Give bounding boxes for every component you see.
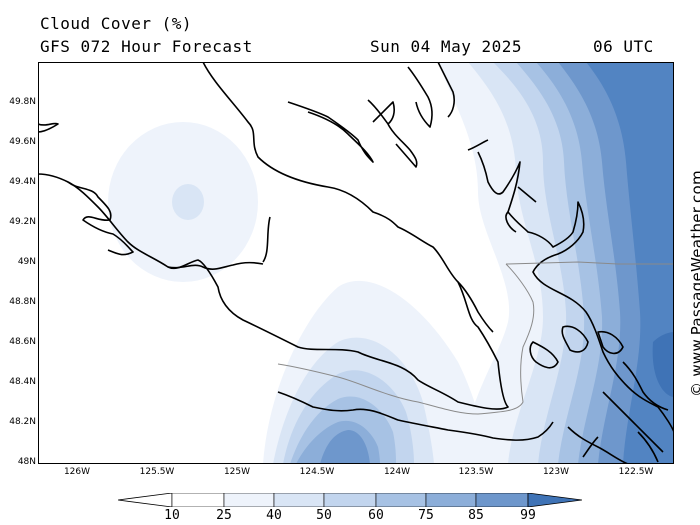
lon-label: 126W — [63, 467, 91, 477]
lon-label: 123W — [542, 467, 570, 477]
lat-label: 48N — [17, 457, 36, 467]
lat-label: 49.4N — [9, 177, 36, 187]
colorbar-arrow-left — [118, 493, 173, 507]
watermark: © www.PassageWeather.com — [688, 170, 700, 397]
colorbar-swatch — [425, 493, 477, 507]
lon-label: 124.5W — [299, 467, 335, 477]
border-line — [277, 261, 674, 415]
lat-label: 49.6N — [9, 137, 36, 147]
cloud-cover-map — [38, 62, 674, 464]
forecast-model-label: GFS 072 Hour Forecast — [40, 37, 253, 56]
lat-label: 48.8N — [9, 297, 36, 307]
colorbar-label: 40 — [266, 508, 282, 523]
lon-label: 125W — [223, 467, 251, 477]
lat-label: 48.6N — [9, 337, 36, 347]
colorbar-swatch — [475, 493, 529, 507]
colorbar-label: 60 — [368, 508, 384, 523]
lat-label: 49N — [17, 257, 36, 267]
lat-label: 49.2N — [9, 217, 36, 227]
colorbar-swatch — [223, 493, 275, 507]
colorbar-label: 85 — [468, 508, 484, 523]
colorbar-label: 75 — [418, 508, 434, 523]
colorbar-swatch — [171, 493, 225, 507]
lat-label: 48.2N — [9, 417, 36, 427]
colorbar-label: 10 — [164, 508, 180, 523]
lon-label: 125.5W — [139, 467, 175, 477]
colorbar-swatch — [375, 493, 427, 507]
colorbar — [118, 493, 582, 507]
forecast-time: 06 UTC — [593, 37, 654, 56]
map-title: Cloud Cover (%) — [40, 14, 192, 33]
map-frame — [38, 62, 674, 464]
coastline — [38, 62, 674, 464]
colorbar-label: 50 — [316, 508, 332, 523]
lon-label: 123.5W — [458, 467, 494, 477]
colorbar-arrow-right — [527, 493, 582, 507]
colorbar-label: 25 — [216, 508, 232, 523]
lat-label: 49.8N — [9, 97, 36, 107]
colorbar-label: 99 — [520, 508, 536, 523]
colorbar-swatch — [273, 493, 325, 507]
forecast-date: Sun 04 May 2025 — [370, 37, 522, 56]
lon-label: 122.5W — [618, 467, 654, 477]
lat-label: 48.4N — [9, 377, 36, 387]
colorbar-swatch — [323, 493, 377, 507]
cloud-shading — [38, 62, 674, 464]
lon-label: 124W — [383, 467, 411, 477]
